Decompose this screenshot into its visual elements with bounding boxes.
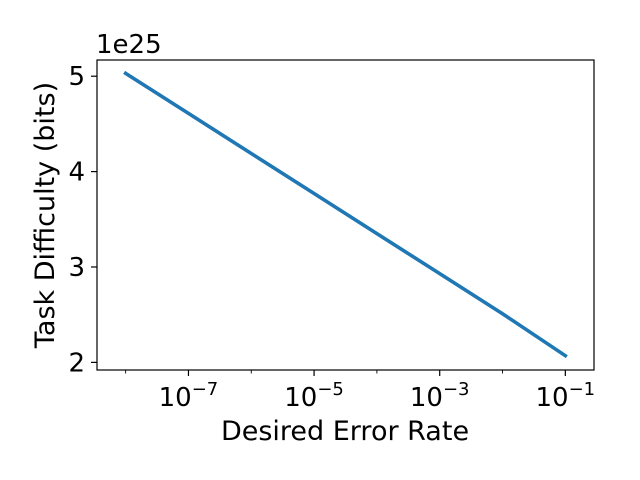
x-tick-label: 10−5: [284, 379, 344, 413]
series-line-0: [123, 70, 568, 359]
y-axis-title: Task Difficulty (bits): [30, 82, 61, 349]
y-tick-label: 2: [68, 348, 85, 378]
plot-area-frame: [96, 59, 595, 371]
x-tick-label: 10−7: [159, 379, 219, 413]
y-tick-label: 5: [68, 62, 85, 92]
x-tick-label: 10−3: [410, 379, 470, 413]
x-tick-label: 10−1: [536, 379, 596, 413]
y-axis-multiplier: 1e25: [96, 30, 162, 60]
axis-ticks: 10−7 10−5 10−3 10−1 2 3 4 5: [68, 62, 595, 413]
plot-layer: [123, 70, 568, 359]
y-tick-label: 3: [68, 253, 85, 283]
x-axis-title: Desired Error Rate: [221, 416, 469, 447]
y-tick-label: 4: [68, 158, 85, 188]
